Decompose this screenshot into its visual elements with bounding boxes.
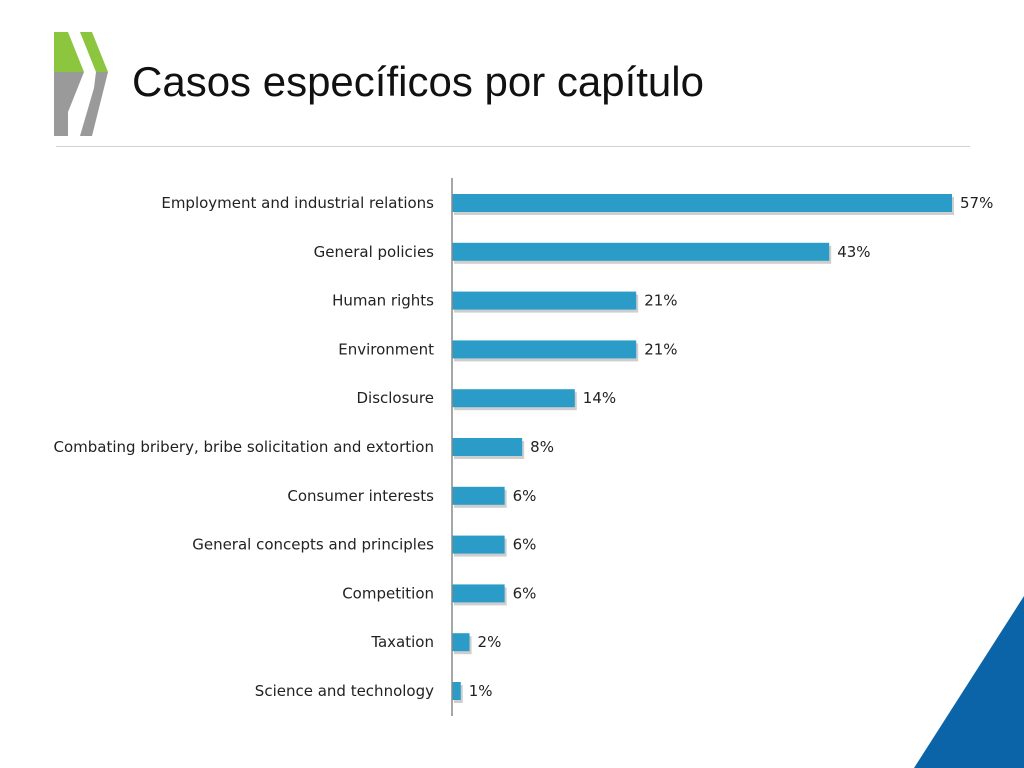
- bar-4: [452, 389, 575, 408]
- bar-9: [452, 633, 470, 652]
- category-label: Competition: [342, 584, 434, 602]
- corner-decoration: [914, 596, 1024, 768]
- data-label: 14%: [583, 389, 616, 407]
- data-label: 8%: [530, 438, 554, 456]
- data-label: 2%: [478, 633, 502, 651]
- category-label: Disclosure: [356, 389, 434, 407]
- data-label: 6%: [513, 487, 537, 505]
- bar-6: [452, 486, 505, 505]
- bar-1: [452, 242, 830, 261]
- bar-5: [452, 438, 523, 456]
- bar-8: [452, 584, 505, 603]
- double-chevron-logo-icon: [54, 32, 108, 136]
- data-label: 57%: [960, 194, 993, 212]
- category-label: General concepts and principles: [192, 536, 434, 554]
- category-label: Consumer interests: [287, 487, 434, 505]
- bar-3: [452, 340, 637, 359]
- category-label: Taxation: [370, 633, 434, 651]
- data-label: 6%: [513, 536, 537, 554]
- bar-7: [452, 535, 505, 554]
- bar-10: [452, 682, 461, 700]
- category-label: General policies: [314, 243, 435, 261]
- bar-2: [452, 291, 637, 310]
- category-label: Employment and industrial relations: [161, 194, 434, 212]
- data-label: 1%: [469, 682, 493, 700]
- category-label: Combating bribery, bribe solicitation an…: [54, 438, 435, 456]
- data-label: 6%: [513, 584, 537, 602]
- bar-0: [452, 194, 952, 212]
- data-label: 21%: [644, 340, 677, 358]
- category-label: Human rights: [332, 292, 434, 310]
- data-label: 43%: [837, 243, 870, 261]
- category-label: Environment: [338, 340, 434, 358]
- title-divider: [56, 146, 970, 147]
- slide-title: Casos específicos por capítulo: [132, 58, 704, 105]
- data-label: 21%: [644, 292, 677, 310]
- category-label: Science and technology: [255, 682, 434, 700]
